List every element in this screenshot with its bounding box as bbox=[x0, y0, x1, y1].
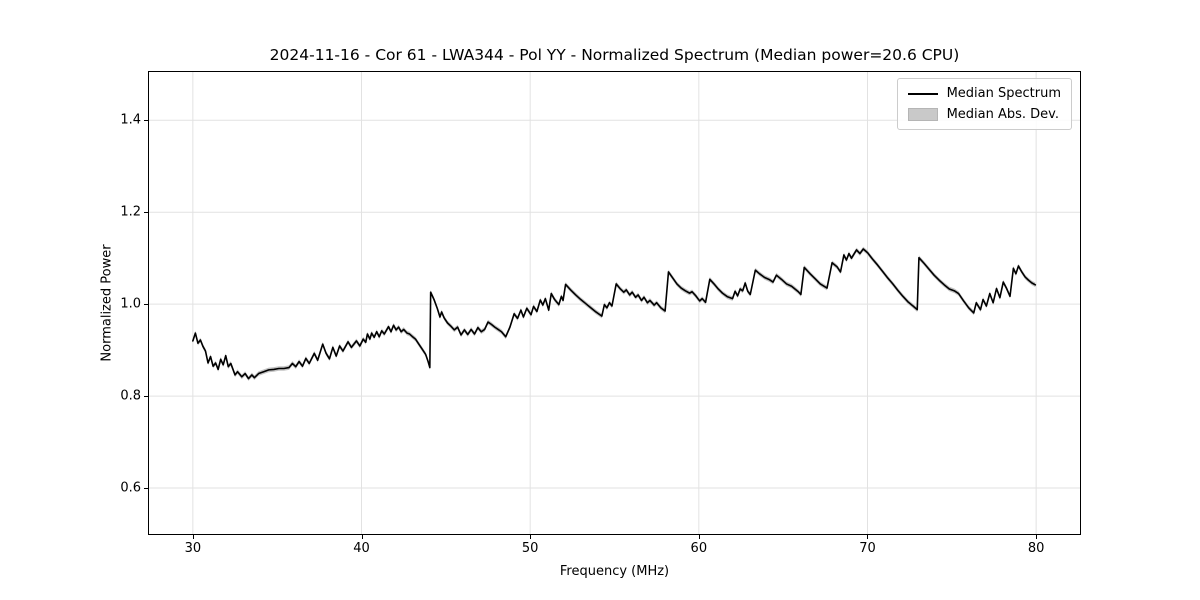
y-tick-mark-1.2 bbox=[144, 212, 148, 214]
legend-entry-median-spectrum: Median Spectrum bbox=[907, 86, 1061, 101]
x-tick-label-70: 70 bbox=[859, 541, 876, 556]
y-tick-label-1.4: 1.4 bbox=[120, 112, 141, 128]
x-axis-label: Frequency (MHz) bbox=[559, 564, 670, 579]
y-tick-mark-0.8 bbox=[144, 396, 148, 398]
legend-label: Median Spectrum bbox=[946, 86, 1061, 101]
y-tick-label-0.8: 0.8 bbox=[120, 388, 141, 404]
y-tick-mark-0.6 bbox=[144, 488, 148, 490]
x-tick-label-60: 60 bbox=[690, 541, 708, 556]
x-tick-mark-80 bbox=[1036, 535, 1038, 539]
x-tick-label-30: 30 bbox=[184, 541, 202, 556]
x-tick-mark-40 bbox=[361, 535, 363, 539]
x-tick-mark-30 bbox=[192, 535, 194, 539]
legend: Median Spectrum Median Abs. Dev. bbox=[896, 78, 1072, 130]
y-tick-mark-1 bbox=[144, 304, 148, 306]
y-tick-mark-1.4 bbox=[144, 120, 148, 122]
median-spectrum-line bbox=[192, 248, 1037, 380]
x-tick-mark-50 bbox=[530, 535, 532, 539]
plot-area bbox=[148, 71, 1081, 535]
legend-label: Median Abs. Dev. bbox=[946, 107, 1060, 122]
x-tick-label-50: 50 bbox=[521, 541, 539, 556]
x-tick-label-80: 80 bbox=[1027, 541, 1045, 556]
spectrum-svg bbox=[149, 72, 1080, 534]
y-tick-label-1: 1.0 bbox=[120, 296, 141, 312]
y-tick-label-0.6: 0.6 bbox=[120, 480, 141, 496]
chart-title: 2024-11-16 - Cor 61 - LWA344 - Pol YY - … bbox=[269, 46, 960, 64]
legend-patch-swatch bbox=[907, 108, 938, 121]
x-tick-label-40: 40 bbox=[353, 541, 370, 556]
legend-line-swatch bbox=[907, 92, 938, 95]
legend-entry-median-abs-dev: Median Abs. Dev. bbox=[907, 107, 1061, 122]
y-tick-label-1.2: 1.2 bbox=[120, 204, 141, 220]
x-tick-mark-70 bbox=[867, 535, 869, 539]
mad-band bbox=[192, 246, 1036, 381]
x-tick-mark-60 bbox=[698, 535, 700, 539]
